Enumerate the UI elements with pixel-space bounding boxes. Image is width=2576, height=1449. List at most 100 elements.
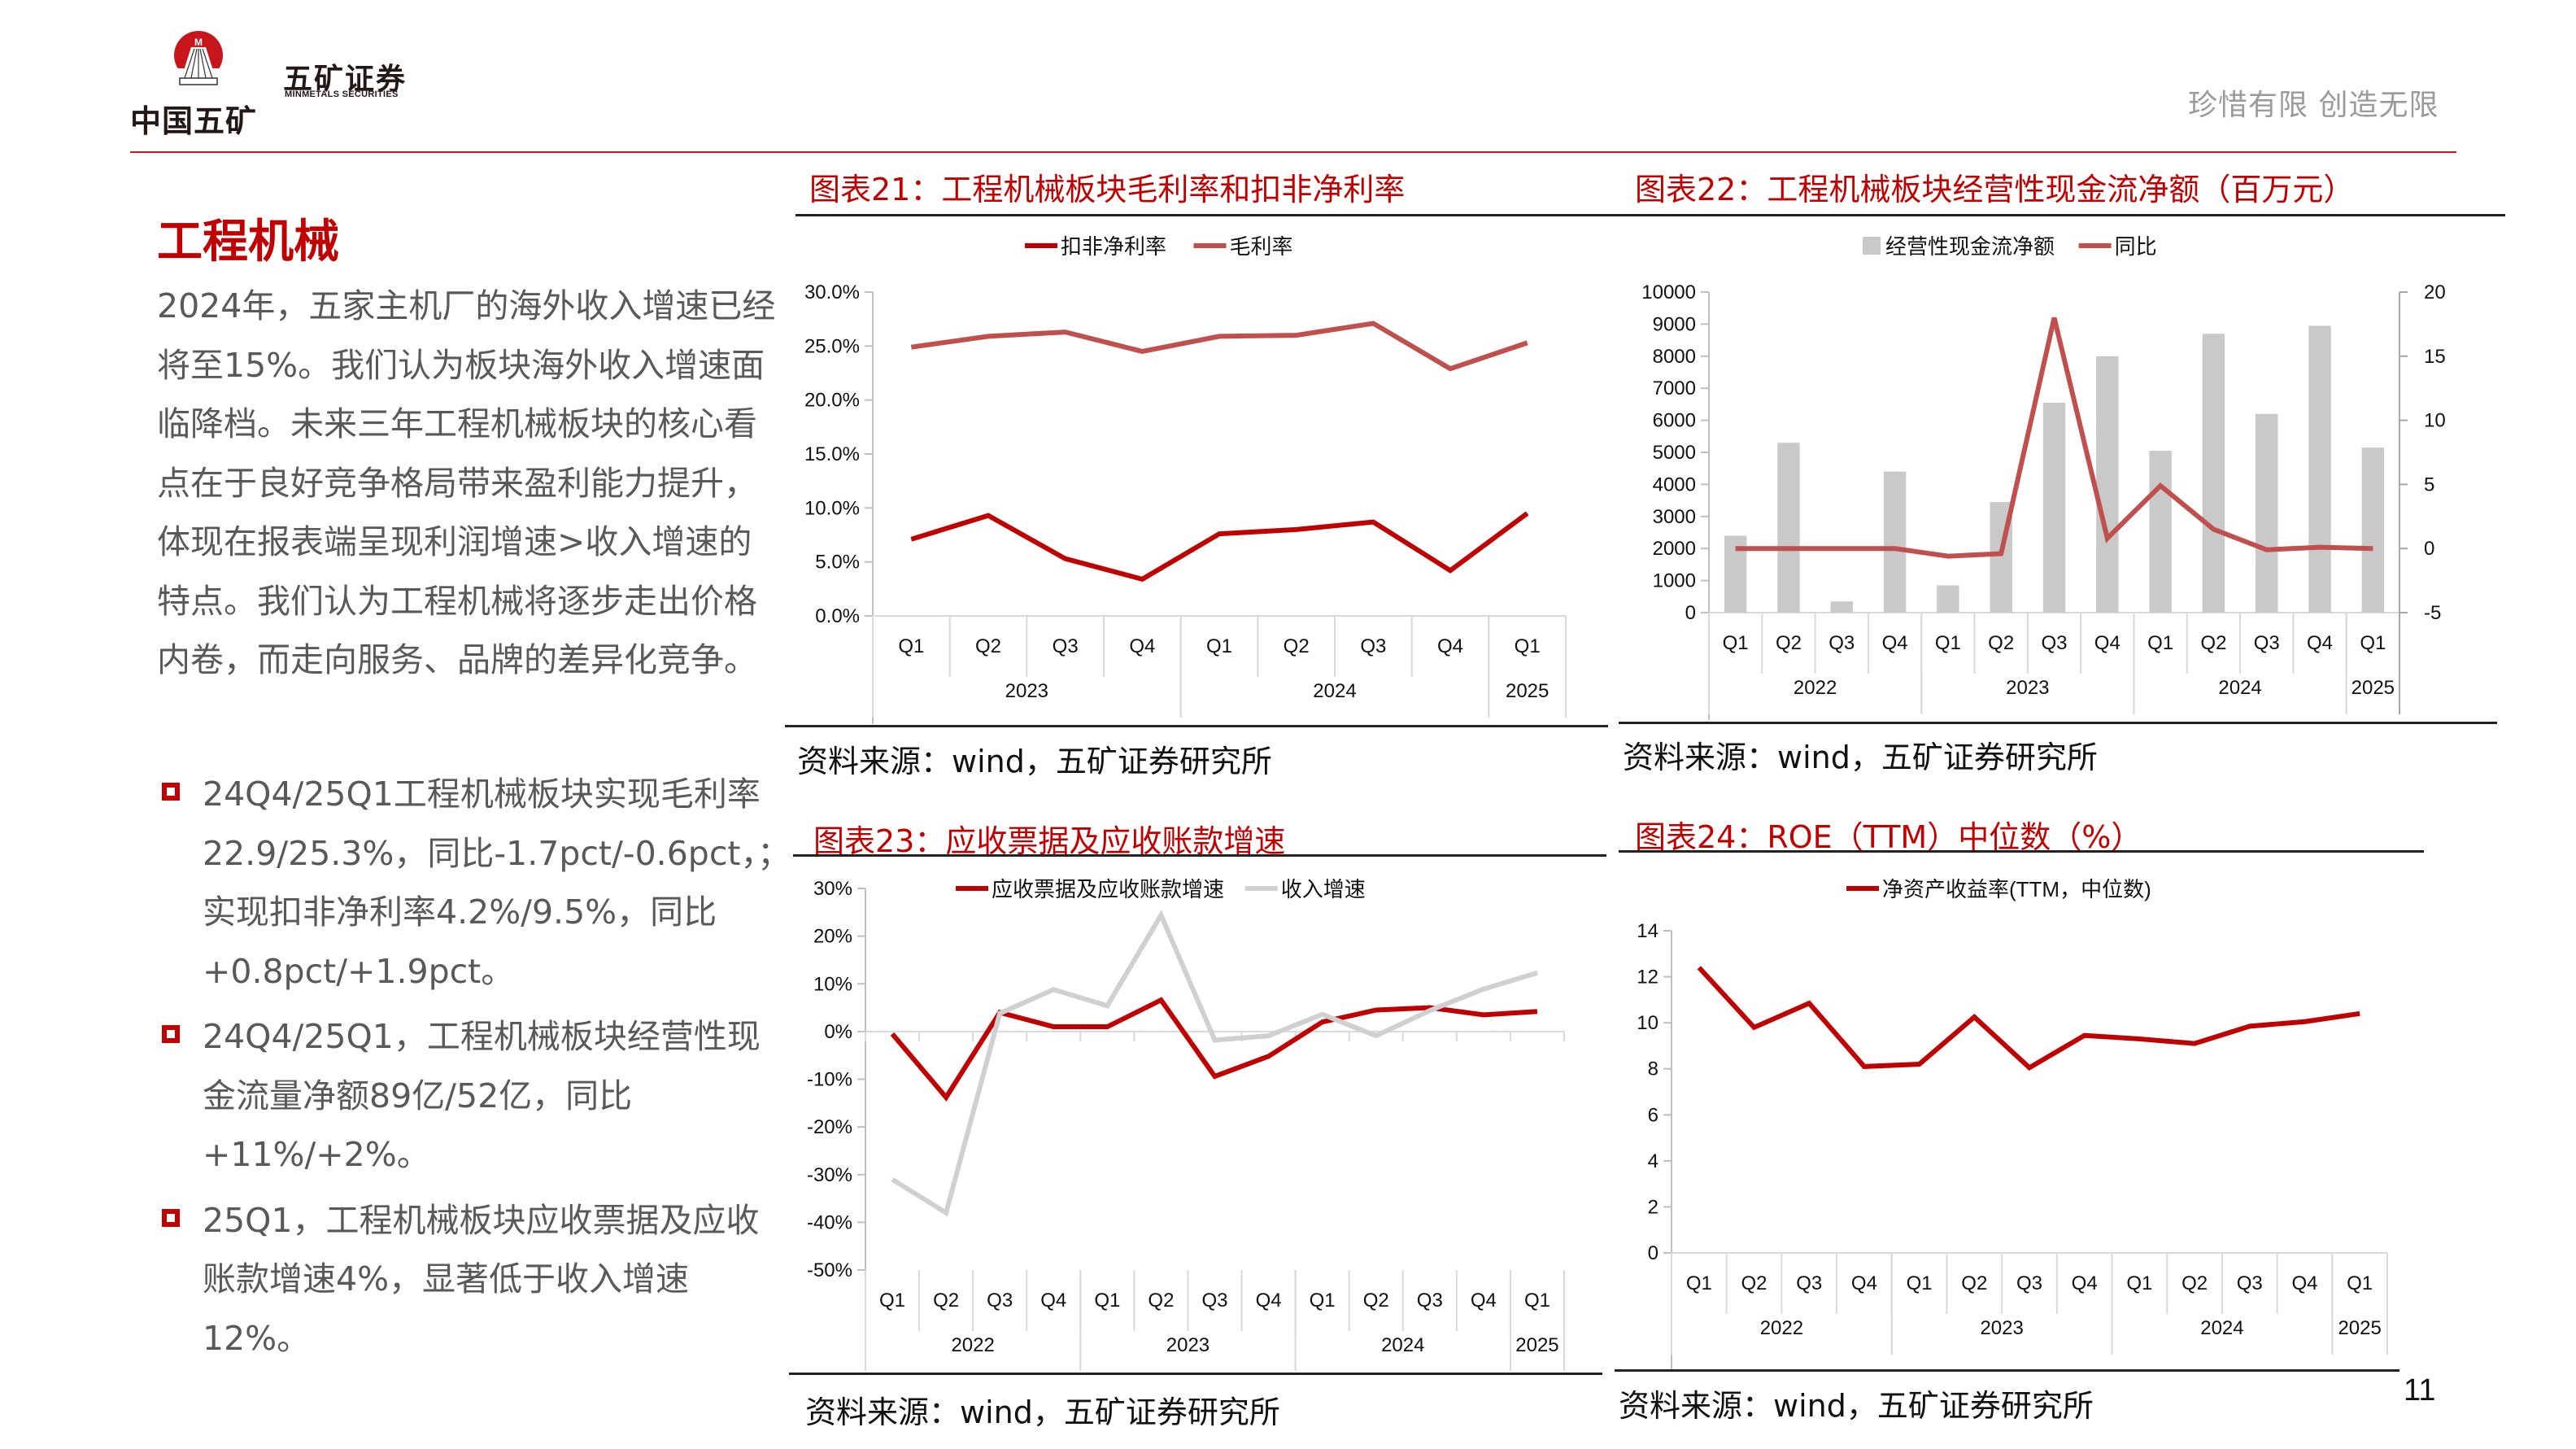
y-tick-label: 30.0% (804, 282, 860, 303)
svg-text:Q4: Q4 (1256, 1290, 1282, 1312)
svg-text:20: 20 (2424, 282, 2446, 303)
chart-21-bottom-rule (785, 725, 1608, 727)
svg-text:Q2: Q2 (1988, 632, 2014, 654)
svg-text:Q1: Q1 (898, 635, 924, 657)
svg-text:Q1: Q1 (1094, 1290, 1120, 1312)
svg-text:Q3: Q3 (2237, 1272, 2263, 1294)
svg-text:Q3: Q3 (1201, 1290, 1227, 1312)
svg-text:Q2: Q2 (2200, 632, 2226, 654)
svg-text:Q3: Q3 (1417, 1290, 1443, 1312)
svg-text:Q4: Q4 (1471, 1290, 1497, 1312)
brand-name-cn: 五矿证券 (283, 63, 408, 96)
svg-text:Q4: Q4 (1851, 1272, 1877, 1294)
chart-23-source: 资料来源：wind，五矿证券研究所 (805, 1394, 1280, 1430)
svg-text:2023: 2023 (2006, 677, 2049, 699)
y-tick-label: 12 (1637, 967, 1658, 989)
svg-text:2024: 2024 (1381, 1334, 1424, 1356)
svg-text:Q3: Q3 (1053, 635, 1079, 657)
y-tick-label: 2 (1648, 1196, 1658, 1218)
svg-text:Q1: Q1 (1524, 1290, 1550, 1312)
chart-23-top-rule (793, 854, 1606, 857)
svg-text:Q4: Q4 (1129, 635, 1155, 657)
chart-22-top-rule (1619, 214, 2505, 216)
svg-text:M: M (194, 37, 203, 48)
svg-text:Q1: Q1 (1907, 1272, 1933, 1294)
svg-text:Q4: Q4 (2291, 1272, 2317, 1294)
svg-text:2024: 2024 (2200, 1317, 2243, 1339)
svg-text:收入增速: 收入增速 (1281, 877, 1366, 901)
y-tick-label: 0 (1648, 1242, 1658, 1264)
svg-text:应收票据及应收账款增速: 应收票据及应收账款增速 (992, 877, 1224, 901)
y-tick-label: -50% (807, 1259, 852, 1281)
y-tick-label: 10000 (1641, 282, 1696, 303)
svg-text:5: 5 (2424, 474, 2434, 495)
y-tick-label: 0.0% (815, 605, 860, 627)
y-tick-label: 14 (1637, 920, 1658, 942)
svg-text:Q3: Q3 (2254, 632, 2280, 654)
y-tick-label: 30% (813, 878, 852, 900)
chart-24-top-rule (1619, 850, 2424, 853)
y-tick-label: 15.0% (804, 443, 860, 465)
y-tick-label: 20.0% (804, 390, 860, 412)
section-title: 工程机械 (157, 216, 339, 268)
header-divider (130, 151, 2456, 153)
chart-22-source: 资料来源：wind，五矿证券研究所 (1623, 740, 2098, 775)
svg-text:经营性现金流净额: 经营性现金流净额 (1885, 234, 2055, 259)
chart-24-source: 资料来源：wind，五矿证券研究所 (1619, 1388, 2094, 1424)
y-tick-label: 4000 (1653, 474, 1696, 495)
y-tick-label: 10 (1637, 1012, 1658, 1034)
square-bullet-icon (162, 1025, 180, 1043)
svg-text:Q4: Q4 (2094, 632, 2121, 654)
chart-21-title: 图表21：工程机械板块毛利率和扣非净利率 (809, 172, 1406, 207)
svg-text:Q2: Q2 (1741, 1272, 1767, 1294)
svg-text:Q3: Q3 (2016, 1272, 2042, 1294)
y-tick-label: 6 (1648, 1104, 1658, 1126)
svg-text:Q4: Q4 (2072, 1272, 2098, 1294)
bullet-item: 25Q1，工程机械板块应收票据及应收账款增速4%，显著低于收入增速12%。 (157, 1191, 791, 1368)
svg-text:Q1: Q1 (1723, 632, 1749, 654)
chart-21-source: 资料来源：wind，五矿证券研究所 (797, 744, 1272, 779)
chart-23-plot: -50% -40% -30% -20% -10% 0% 10% 20% 30% Q1 Q2 Q3 Q4 Q… (807, 877, 1565, 1371)
chart-22-bottom-rule (1619, 722, 2497, 724)
slogan: 珍惜有限 创造无限 (2188, 89, 2439, 122)
logo-text: 中国五矿 (130, 103, 258, 139)
y-tick-label: 4 (1648, 1150, 1658, 1172)
page-number: 11 (2404, 1373, 2436, 1408)
svg-text:Q2: Q2 (1284, 635, 1310, 657)
svg-text:Q2: Q2 (975, 635, 1001, 657)
chart-24-title: 图表24：ROE（TTM）中位数（%） (1635, 819, 2142, 855)
svg-text:Q3: Q3 (987, 1290, 1013, 1312)
svg-text:Q1: Q1 (1206, 635, 1232, 657)
y-tick-label: -30% (807, 1164, 852, 1186)
chart-24-plot: 0 2 4 6 8 10 12 14 Q1 Q2 Q3 Q4 Q1 Q2 Q3 Q4 Q1 Q2 Q3 Q4 Q1 202… (1637, 877, 2388, 1371)
svg-text:同比: 同比 (2115, 234, 2157, 259)
svg-text:净资产收益率(TTM，中位数): 净资产收益率(TTM，中位数) (1882, 877, 2151, 901)
svg-text:Q2: Q2 (1776, 632, 1802, 654)
svg-text:Q4: Q4 (1437, 635, 1463, 657)
svg-text:Q3: Q3 (1796, 1272, 1822, 1294)
bullet-list: 24Q4/25Q1工程机械板块实现毛利率22.9/25.3%，同比-1.7pct… (157, 765, 791, 1374)
svg-text:Q1: Q1 (879, 1290, 905, 1312)
svg-text:2022: 2022 (1794, 677, 1837, 699)
chart-23-bottom-rule (789, 1373, 1602, 1375)
y-tick-label: 20% (813, 926, 852, 948)
svg-text:2022: 2022 (1760, 1317, 1803, 1339)
svg-text:扣非净利率: 扣非净利率 (1061, 234, 1166, 259)
chart-22-plot: 0100020003000400050006000700080009000100… (1641, 234, 2446, 720)
svg-text:10: 10 (2424, 410, 2446, 432)
bullet-text: 25Q1，工程机械板块应收票据及应收账款增速4%，显著低于收入增速12%。 (203, 1200, 760, 1358)
y-tick-label: 10.0% (804, 497, 860, 519)
svg-text:0: 0 (2424, 538, 2434, 560)
svg-text:2025: 2025 (2352, 677, 2395, 699)
svg-text:Q1: Q1 (1310, 1290, 1336, 1312)
bullet-text: 24Q4/25Q1，工程机械板块经营性现金流量净额89亿/52亿，同比+11%/… (203, 1017, 761, 1174)
y-tick-label: 3000 (1653, 506, 1696, 528)
svg-text:2023: 2023 (1005, 680, 1048, 702)
svg-text:2025: 2025 (1506, 680, 1549, 702)
y-tick-label: 1000 (1653, 570, 1696, 592)
bullet-item: 24Q4/25Q1工程机械板块实现毛利率22.9/25.3%，同比-1.7pct… (157, 765, 791, 1001)
svg-text:Q1: Q1 (1935, 632, 1961, 654)
square-bullet-icon (162, 783, 180, 801)
svg-text:Q3: Q3 (1360, 635, 1386, 657)
svg-text:Q1: Q1 (1515, 635, 1541, 657)
